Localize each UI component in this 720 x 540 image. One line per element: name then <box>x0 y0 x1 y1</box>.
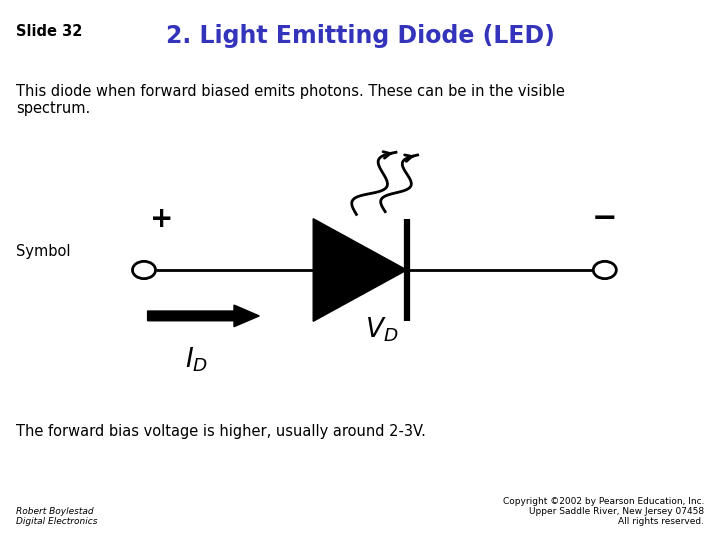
Text: $I_D$: $I_D$ <box>184 346 208 374</box>
Text: The forward bias voltage is higher, usually around 2-3V.: The forward bias voltage is higher, usua… <box>16 424 426 439</box>
Text: Robert Boylestad
Digital Electronics: Robert Boylestad Digital Electronics <box>16 507 97 526</box>
Text: $V_D$: $V_D$ <box>365 316 398 345</box>
Text: +: + <box>150 205 174 233</box>
Text: Symbol: Symbol <box>16 244 71 259</box>
Polygon shape <box>313 219 407 321</box>
FancyArrow shape <box>148 305 259 327</box>
Text: This diode when forward biased emits photons. These can be in the visible
spectr: This diode when forward biased emits pho… <box>16 84 564 116</box>
Text: Slide 32: Slide 32 <box>16 24 82 39</box>
Text: −: − <box>592 204 618 233</box>
Text: 2. Light Emitting Diode (LED): 2. Light Emitting Diode (LED) <box>166 24 554 48</box>
Text: Copyright ©2002 by Pearson Education, Inc.
Upper Saddle River, New Jersey 07458
: Copyright ©2002 by Pearson Education, In… <box>503 497 704 526</box>
